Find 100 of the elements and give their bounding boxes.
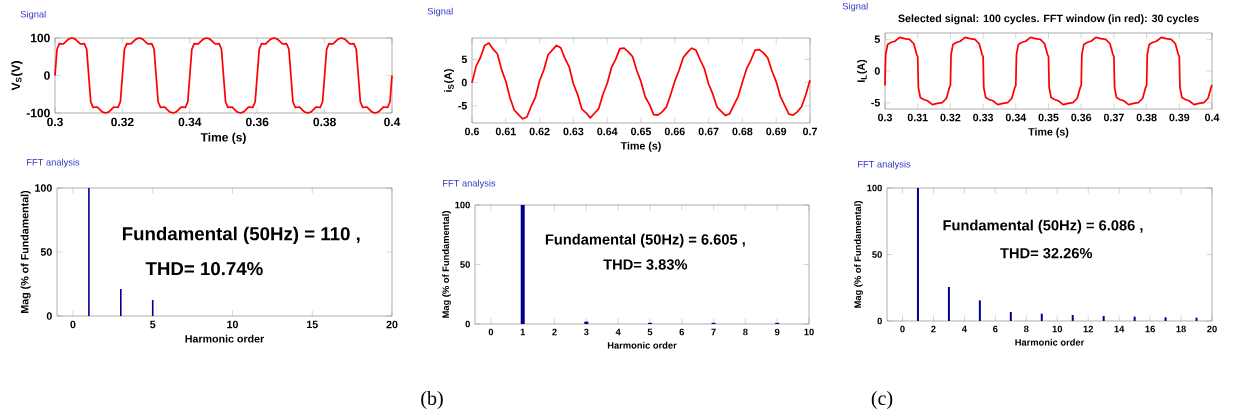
- x-tick-label: 0.61: [495, 127, 516, 136]
- x-tick-label: 0: [70, 320, 76, 329]
- x-tick-label: 10: [804, 328, 814, 336]
- x-tick-label: 12: [1083, 325, 1093, 333]
- x-tick-label: 5: [150, 320, 156, 329]
- text: FFT analysis: [27, 158, 80, 168]
- x-tick-label: 0.37: [1103, 113, 1124, 122]
- x-tick-label: 0.4: [384, 117, 401, 127]
- bar: [1040, 313, 1043, 321]
- y-axis-title: Mag (% of Fundamental): [442, 211, 451, 318]
- x-axis-title: Harmonic order: [607, 341, 677, 349]
- annotation: THD= 10.74%: [145, 262, 263, 276]
- x-tick-label: 6: [679, 328, 685, 336]
- x-tick-label: 0.32: [940, 113, 961, 122]
- bar: [978, 300, 981, 321]
- x-tick-label: 2: [931, 325, 936, 333]
- x-tick-label: 0.35: [1038, 113, 1059, 122]
- text: Signal: [20, 10, 46, 20]
- x-tick-label: 0.32: [111, 117, 134, 127]
- x-tick-label: 16: [1145, 325, 1155, 333]
- x-tick-label: 4: [615, 328, 621, 336]
- y-tick-label: 100: [867, 184, 882, 192]
- x-tick-label: 0.68: [732, 127, 753, 136]
- bar: [916, 188, 919, 321]
- bar: [1102, 315, 1105, 321]
- x-tick-label: 8: [743, 328, 748, 336]
- x-tick-label: 6: [993, 325, 998, 333]
- x-tick-label: 0.38: [313, 117, 336, 127]
- x-tick-label: 3: [583, 328, 589, 336]
- y-axis-title: Mag (% of Fundamental): [854, 201, 863, 308]
- x-tick-label: 0.34: [1005, 113, 1027, 122]
- y-tick-label: 0: [874, 67, 880, 75]
- x-tick-label: 20: [1207, 325, 1217, 333]
- x-tick-label: 0.3: [878, 113, 893, 122]
- text: FFT analysis: [443, 179, 496, 189]
- x-tick-label: 10: [1052, 325, 1063, 333]
- x-tick-label: 0.66: [664, 127, 685, 136]
- text: (b): [421, 390, 443, 410]
- y-tick-label: 50: [460, 261, 470, 268]
- x-tick-label: 0: [900, 325, 905, 333]
- x-tick-label: 0.31: [907, 113, 928, 122]
- y-tick-label: 0: [461, 78, 467, 87]
- x-tick-label: 4: [961, 325, 967, 333]
- x-axis-title: Harmonic order: [1015, 338, 1085, 346]
- x-axis-title: Harmonic order: [185, 334, 265, 343]
- x-tick-label: 0.3: [47, 117, 63, 127]
- x-tick-label: 8: [1023, 325, 1029, 333]
- x-tick-label: 14: [1114, 325, 1125, 333]
- x-axis-title: Time (s): [620, 141, 661, 152]
- x-tick-label: 15: [306, 320, 318, 329]
- annotation: THD= 3.83%: [603, 259, 688, 270]
- chart-title: Selected signal: 100 cycles. FFT window (in red): 30 cycles: [898, 14, 1199, 25]
- y-tick-label: 50: [40, 248, 52, 256]
- x-tick-label: 2: [552, 328, 557, 336]
- text: FFT analysis: [858, 160, 911, 170]
- y-tick-label: -5: [458, 102, 467, 110]
- annotation: Fundamental (50Hz) = 6.086 ,: [943, 219, 1143, 234]
- x-tick-label: 1: [520, 328, 526, 336]
- x-tick-label: 0: [488, 328, 494, 336]
- x-tick-label: 0.4: [1205, 113, 1220, 122]
- x-tick-label: 20: [386, 320, 398, 329]
- bar: [947, 286, 950, 321]
- text: (c): [871, 390, 893, 410]
- y-axis-title: V$_{S}$(V): [11, 61, 23, 91]
- x-axis-title: Time (s): [1028, 127, 1069, 138]
- x-tick-label: 5: [647, 328, 653, 336]
- x-tick-label: 0.65: [631, 127, 652, 136]
- x-tick-label: 0.33: [973, 113, 994, 122]
- y-tick-label: 5: [874, 35, 880, 44]
- y-tick-label: 100: [455, 201, 470, 209]
- x-tick-label: 0.69: [766, 127, 787, 136]
- y-axis-title: I$_{L}$(A): [857, 59, 867, 82]
- text: Signal: [427, 7, 453, 17]
- x-tick-label: 0.34: [178, 117, 202, 127]
- y-tick-label: -5: [871, 98, 880, 107]
- annotation: Fundamental (50Hz) = 110 ,: [122, 226, 360, 245]
- x-tick-label: 0.62: [529, 127, 550, 136]
- bar: [520, 205, 525, 324]
- y-tick-label: 5: [461, 55, 467, 64]
- x-tick-label: 10: [227, 320, 238, 329]
- y-tick-label: 50: [872, 251, 882, 258]
- y-tick-label: -100: [26, 108, 50, 118]
- x-tick-label: 7: [711, 328, 716, 336]
- y-tick-label: 0: [46, 312, 52, 320]
- text: Signal: [842, 2, 868, 12]
- x-tick-label: 0.38: [1136, 113, 1157, 122]
- x-axis-title: Time (s): [200, 132, 246, 144]
- x-tick-label: 9: [774, 328, 780, 336]
- x-tick-label: 0.64: [597, 127, 618, 136]
- x-tick-label: 18: [1176, 325, 1186, 333]
- x-tick-label: 0.63: [563, 127, 584, 136]
- annotation: Fundamental (50Hz) = 6.605 ,: [545, 233, 745, 248]
- x-tick-label: 0.39: [1169, 113, 1190, 122]
- y-axis-title: i$_{S}$(A): [444, 69, 454, 92]
- x-tick-label: 0.67: [698, 127, 719, 136]
- line-series: [884, 36, 1213, 106]
- y-tick-label: 100: [35, 184, 52, 192]
- x-tick-label: 0.6: [465, 127, 480, 136]
- bar: [1009, 311, 1012, 321]
- line-series: [471, 42, 811, 120]
